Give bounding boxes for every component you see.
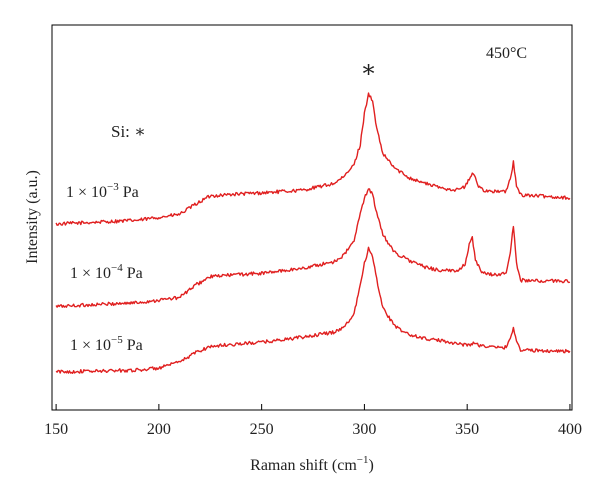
spectra-lines	[55, 92, 571, 374]
series-label-1e-5-unit: Pa	[123, 337, 143, 354]
series-line-1	[55, 188, 571, 308]
x-tick-label-250: 250	[250, 421, 274, 438]
x-tick-label-200: 200	[147, 421, 171, 438]
series-label-1e-3-unit: Pa	[119, 184, 139, 201]
series-label-1e-4-exp: −4	[111, 262, 123, 274]
x-axis-title-end: )	[369, 457, 374, 474]
x-axis-title: Raman shift (cm−1)	[250, 454, 374, 474]
series-label-1e-3-prefix: 1 × 10	[66, 184, 107, 201]
series-line-2	[55, 246, 571, 374]
x-axis-ticks: 150 200 250 300 350 400	[44, 404, 582, 438]
y-axis-title: Intensity (a.u.)	[24, 170, 41, 264]
series-label-1e-4-prefix: 1 × 10	[70, 265, 111, 282]
plot-area: 150 200 250 300 350 400	[44, 24, 582, 438]
temperature-annotation: 450°C	[486, 45, 527, 62]
series-label-1e-5-exp: −5	[111, 334, 123, 346]
x-axis-title-sup: −1	[357, 454, 369, 466]
series-line-0	[55, 92, 571, 226]
plot-frame	[51, 24, 573, 411]
x-tick-label-150: 150	[44, 421, 68, 438]
x-tick-label-300: 300	[352, 421, 376, 438]
series-label-1e-4-unit: Pa	[123, 265, 143, 282]
series-label-1e-4: 1 × 10−4 Pa	[70, 262, 143, 282]
series-label-1e-3-exp: −3	[107, 181, 119, 193]
x-tick-label-350: 350	[455, 421, 479, 438]
series-label-1e-5-prefix: 1 × 10	[70, 337, 111, 354]
x-tick-label-400: 400	[558, 421, 582, 438]
series-label-1e-3: 1 × 10−3 Pa	[66, 181, 139, 201]
x-axis-title-main: Raman shift (cm	[250, 457, 357, 474]
peak-marker: ∗	[360, 57, 376, 83]
series-label-1e-5: 1 × 10−5 Pa	[70, 334, 143, 354]
si-label: Si: ∗	[111, 122, 146, 141]
